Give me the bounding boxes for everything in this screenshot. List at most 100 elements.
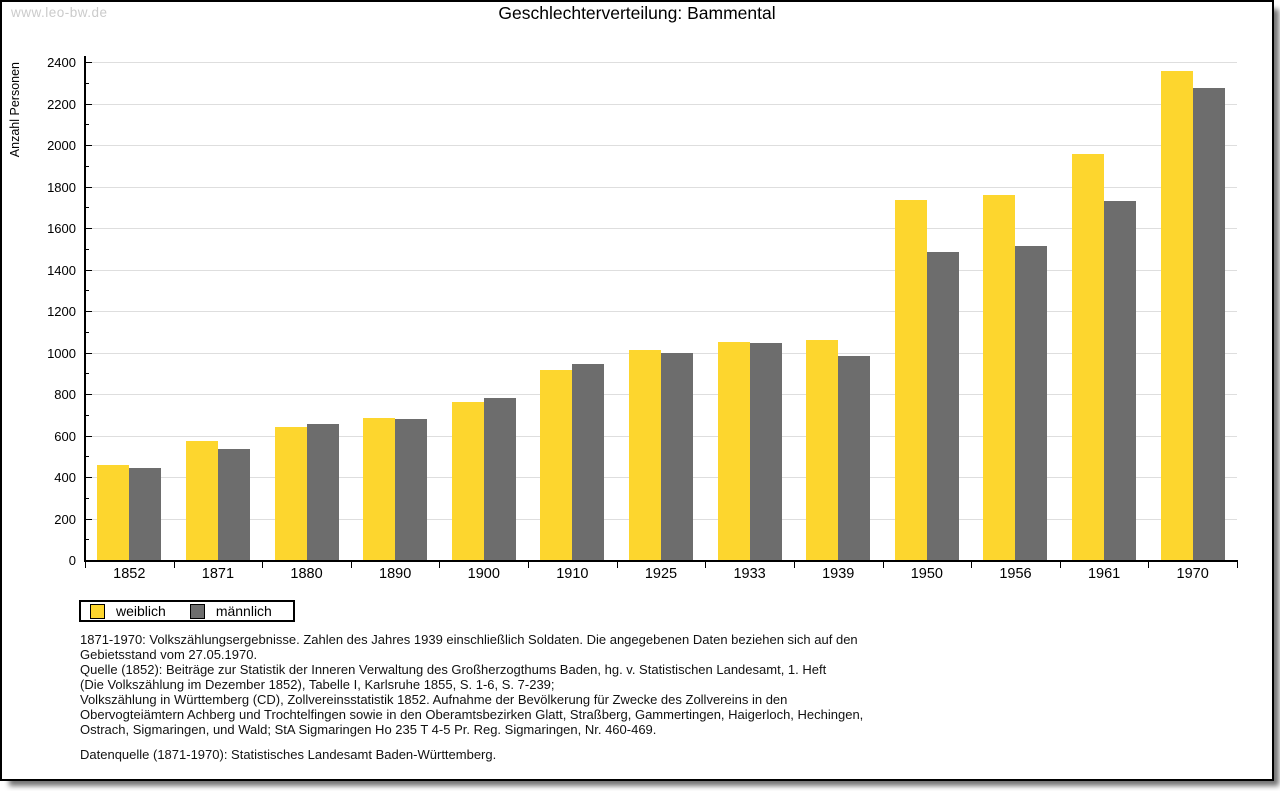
bar-weiblich-1950 (894, 199, 927, 560)
bar-weiblich-1939 (806, 340, 839, 560)
y-minor-tick (85, 207, 89, 209)
x-axis-line (84, 560, 1238, 562)
y-major-tick (85, 477, 92, 478)
x-tick-label: 1961 (1087, 566, 1121, 582)
y-tick-label: 2200 (47, 96, 76, 112)
y-minor-tick (85, 82, 89, 84)
x-tick-label: 1890 (379, 566, 412, 582)
footnote-line: 1871-1970: Volkszählungsergebnisse. Zahl… (80, 632, 858, 647)
y-minor-tick (85, 414, 89, 416)
bar-männlich-1880 (306, 424, 339, 560)
bar-männlich-1933 (749, 343, 782, 560)
x-tick-label: 1925 (644, 566, 678, 582)
legend-label-weiblich: weiblich (116, 603, 166, 619)
y-tick-label: 400 (54, 470, 76, 485)
y-tick-label: 2400 (47, 55, 76, 70)
x-tick-label: 1939 (822, 566, 855, 582)
x-boundary-tick (1148, 560, 1150, 568)
x-boundary-tick (528, 560, 530, 568)
x-tick-label: 1852 (113, 566, 146, 582)
footnote-line: Volkszählung in Württemberg (CD), Zollve… (80, 692, 788, 707)
bar-männlich-1939 (838, 355, 871, 560)
footnote-line: Ostrach, Sigmaringen, und Wald; StA Sigm… (80, 722, 657, 737)
y-major-tick (85, 62, 92, 63)
x-boundary-tick (1237, 560, 1238, 568)
x-boundary-tick (616, 560, 618, 568)
legend: weiblich männlich (79, 600, 295, 622)
footnotes-block: 1871-1970: Volkszählungsergebnisse. Zahl… (80, 632, 1220, 737)
bar-weiblich-1970 (1160, 71, 1193, 560)
x-boundary-tick (350, 560, 352, 568)
y-minor-tick (85, 373, 89, 375)
y-minor-tick (85, 290, 89, 292)
y-tick-label: 1200 (47, 304, 76, 319)
bar-weiblich-1852 (97, 464, 130, 560)
footnote-line: Quelle (1852): Beiträge zur Statistik de… (80, 662, 827, 677)
y-major-tick (85, 394, 92, 395)
y-minor-tick (85, 497, 89, 499)
x-boundary-tick (971, 560, 973, 568)
y-minor-tick (85, 456, 89, 458)
bar-weiblich-1890 (363, 417, 396, 560)
bar-männlich-1871 (217, 448, 250, 560)
y-axis-title: Anzahl Personen (8, 62, 22, 158)
bar-männlich-1925 (661, 352, 693, 560)
legend-item-weiblich: weiblich (90, 603, 166, 619)
y-minor-tick (85, 539, 89, 541)
x-boundary-tick (439, 560, 441, 568)
legend-swatch-maennlich (189, 603, 205, 619)
x-tick-label: 1871 (201, 566, 235, 582)
y-gridline (85, 103, 1237, 105)
x-tick-label: 1950 (910, 566, 943, 582)
y-major-tick (85, 518, 92, 520)
bar-weiblich-1956 (983, 194, 1016, 560)
watermark-text: www.leo-bw.de (11, 5, 108, 20)
chart-title: Geschlechterverteilung: Bammental (498, 3, 776, 23)
bar-weiblich-1925 (629, 350, 661, 560)
y-tick-label: 1600 (47, 221, 76, 236)
y-major-tick (85, 145, 92, 146)
y-gridline (85, 62, 1237, 63)
bar-männlich-1950 (926, 251, 959, 560)
y-gridline (85, 145, 1237, 146)
y-gridline (85, 311, 1237, 312)
y-major-tick (85, 311, 92, 312)
legend-label-maennlich: männlich (215, 603, 272, 619)
y-tick-label: 1800 (47, 179, 76, 195)
y-tick-label: 800 (54, 387, 76, 402)
bar-weiblich-1933 (717, 342, 750, 560)
y-major-tick (85, 228, 92, 229)
x-boundary-tick (173, 560, 175, 568)
bar-männlich-1890 (395, 418, 428, 560)
bar-weiblich-1961 (1072, 154, 1105, 560)
y-major-tick (85, 186, 92, 188)
y-minor-tick (85, 165, 89, 167)
y-minor-tick (85, 124, 89, 126)
y-minor-tick (85, 248, 89, 250)
bar-männlich-1961 (1104, 201, 1137, 560)
x-boundary-tick (1059, 560, 1061, 568)
y-axis-line (84, 56, 86, 562)
x-tick-label: 1970 (1176, 566, 1209, 582)
x-tick-label: 1956 (999, 566, 1032, 582)
bar-männlich-1852 (129, 467, 162, 560)
bar-weiblich-1900 (451, 402, 484, 560)
bar-männlich-1956 (1015, 245, 1048, 560)
footnote-line: (Die Volkszählung im Dezember 1852), Tab… (80, 677, 555, 692)
legend-swatch-weiblich (90, 603, 105, 619)
footnote-line: Gebietsstand vom 27.05.1970. (80, 647, 258, 662)
bar-männlich-1970 (1192, 87, 1225, 560)
y-gridline (85, 186, 1237, 188)
x-boundary-tick (705, 560, 707, 568)
legend-item-maennlich: männlich (189, 603, 272, 619)
x-boundary-tick (262, 560, 264, 568)
x-tick-label: 1910 (556, 566, 589, 582)
bar-weiblich-1880 (274, 427, 307, 560)
x-tick-label: 1880 (290, 566, 323, 582)
data-source-note: Datenquelle (1871-1970): Statistisches L… (80, 747, 497, 762)
y-gridline (85, 228, 1237, 229)
y-major-tick (85, 435, 92, 437)
y-tick-label: 200 (54, 511, 76, 527)
bar-männlich-1910 (572, 363, 605, 560)
